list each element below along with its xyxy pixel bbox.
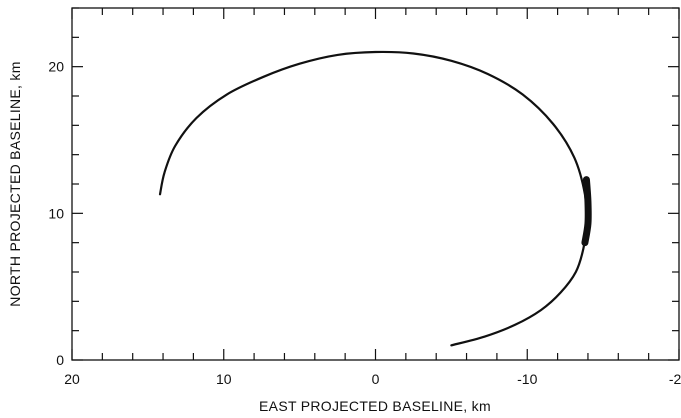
x-tick-label: 0: [372, 371, 380, 387]
dense-track-segment: [581, 176, 592, 247]
axis-ticks: [71, 7, 680, 361]
x-tick-label: 10: [216, 371, 232, 387]
y-tick-labels: 0 10 20: [48, 59, 64, 368]
y-tick-label: 10: [48, 205, 64, 221]
y-tick-label: 0: [56, 352, 64, 368]
x-tick-label: -20: [669, 371, 681, 387]
baseline-track-line: [158, 50, 588, 347]
y-axis-title: NORTH PROJECTED BASELINE, km: [7, 61, 23, 306]
y-tick-label: 20: [48, 59, 64, 75]
x-axis-title: EAST PROJECTED BASELINE, km: [259, 398, 491, 414]
x-tick-label: 20: [64, 371, 80, 387]
data-series: [158, 50, 592, 347]
x-tick-label: -10: [517, 371, 537, 387]
x-tick-labels: 20 10 0 -10 -20: [64, 371, 681, 387]
